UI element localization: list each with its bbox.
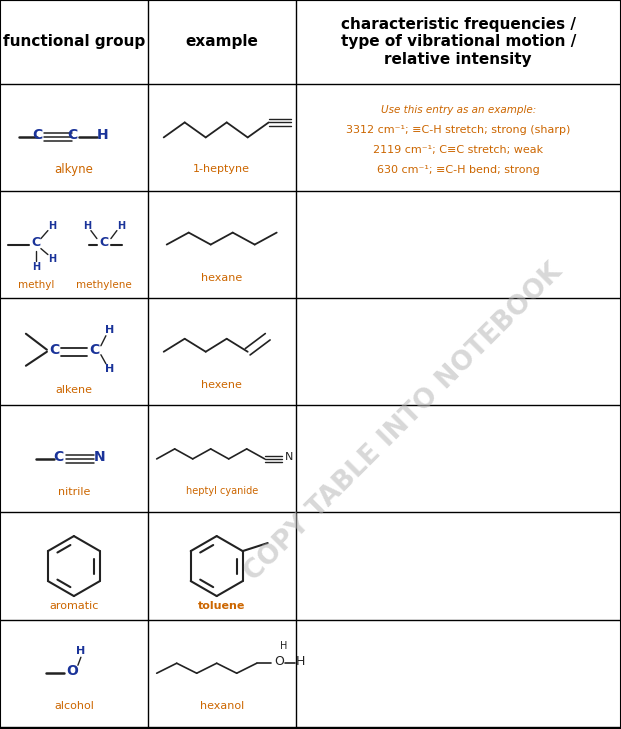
Text: O: O	[274, 655, 284, 668]
Text: C: C	[49, 343, 59, 356]
Text: Use this entry as an example:: Use this entry as an example:	[381, 106, 536, 115]
Text: alkene: alkene	[55, 385, 93, 394]
Text: 630 cm⁻¹; ≡C-H bend; strong: 630 cm⁻¹; ≡C-H bend; strong	[377, 165, 540, 176]
Text: 2119 cm⁻¹; C≡C stretch; weak: 2119 cm⁻¹; C≡C stretch; weak	[373, 145, 543, 155]
Text: aromatic: aromatic	[49, 601, 99, 611]
Text: H: H	[296, 655, 306, 668]
Text: hexane: hexane	[201, 273, 242, 283]
Text: alkyne: alkyne	[55, 163, 93, 176]
Text: C: C	[32, 128, 42, 142]
Text: characteristic frequencies /
type of vibrational motion /
relative intensity: characteristic frequencies / type of vib…	[340, 17, 576, 67]
Text: H: H	[48, 254, 56, 264]
Text: H: H	[97, 128, 109, 142]
Text: C: C	[31, 236, 40, 249]
Text: hexene: hexene	[201, 380, 242, 390]
Text: H: H	[76, 646, 86, 656]
Text: COPY TABLE INTO NOTEBOOK: COPY TABLE INTO NOTEBOOK	[240, 259, 568, 587]
Text: H: H	[48, 221, 56, 230]
Text: C: C	[99, 236, 109, 249]
Text: C: C	[89, 343, 99, 356]
Text: C: C	[53, 450, 63, 464]
Text: O: O	[66, 664, 78, 678]
Text: alcohol: alcohol	[54, 701, 94, 712]
Text: H: H	[280, 642, 288, 651]
Text: N: N	[94, 450, 106, 464]
Text: 1-heptyne: 1-heptyne	[193, 165, 250, 174]
Text: functional group: functional group	[2, 34, 145, 50]
Text: methyl: methyl	[18, 280, 54, 289]
Text: 3312 cm⁻¹; ≡C-H stretch; strong (sharp): 3312 cm⁻¹; ≡C-H stretch; strong (sharp)	[346, 125, 571, 136]
Text: methylene: methylene	[76, 280, 132, 289]
Text: toluene: toluene	[198, 601, 245, 611]
Text: H: H	[117, 221, 125, 230]
Text: H: H	[106, 364, 114, 374]
Text: H: H	[32, 262, 40, 272]
Text: H: H	[106, 324, 114, 335]
Text: hexanol: hexanol	[199, 701, 244, 712]
Text: heptyl cyanide: heptyl cyanide	[186, 486, 258, 496]
Text: H: H	[83, 221, 91, 230]
Text: example: example	[185, 34, 258, 50]
Text: nitrile: nitrile	[58, 487, 90, 497]
Text: C: C	[67, 128, 77, 142]
Text: N: N	[284, 452, 293, 462]
